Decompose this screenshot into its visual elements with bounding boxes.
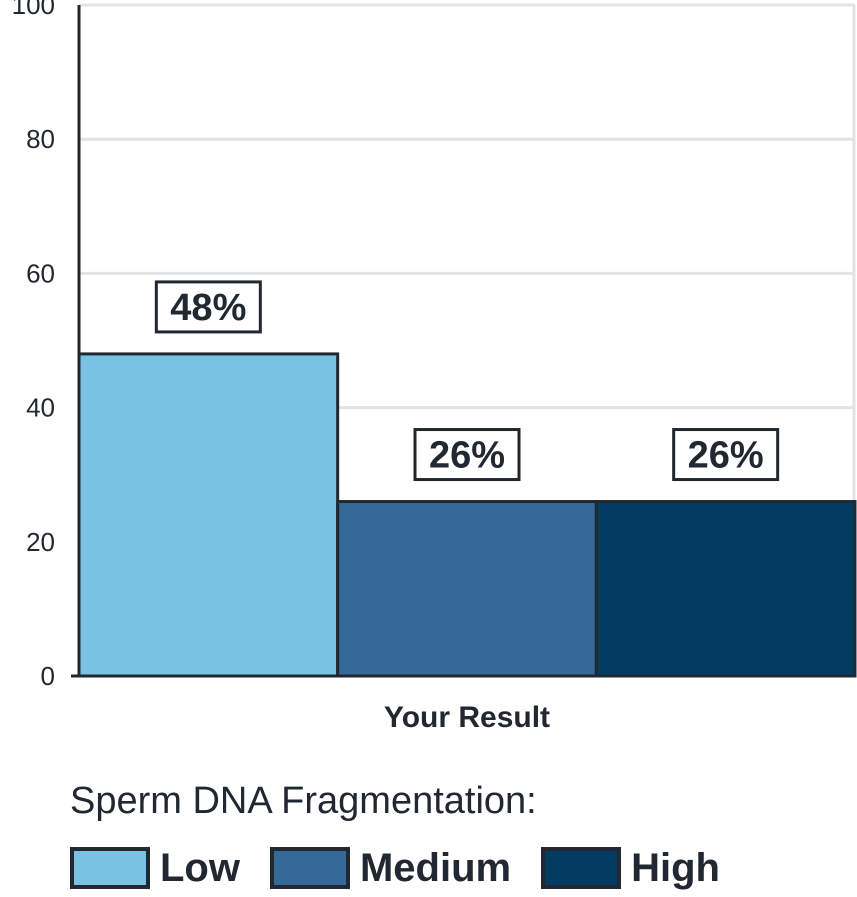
legend-label-high: High [631, 845, 720, 890]
y-tick-label-60: 60 [26, 258, 55, 288]
data-label-medium: 26% [429, 435, 505, 477]
legend-label-low: Low [160, 845, 240, 890]
y-tick-label-40: 40 [26, 393, 55, 423]
legend-item-low: Low [70, 846, 240, 891]
bar-low [77, 352, 340, 678]
y-axis-ticks: 0 20 40 60 80 100 [12, 0, 55, 691]
legend-label-medium: Medium [359, 845, 512, 890]
bar-high [594, 500, 857, 678]
y-tick-label-100: 100 [12, 0, 55, 20]
legend-item-medium: Medium [269, 845, 512, 891]
data-label-box-high [672, 428, 780, 482]
legend-swatch-medium [269, 847, 350, 889]
y-tick-label-80: 80 [26, 124, 55, 154]
data-label-box-low [154, 280, 262, 334]
y-tick-label-20: 20 [26, 527, 55, 557]
legend-title: Sperm DNA Fragmentation: [70, 780, 537, 822]
data-label-low: 48% [170, 287, 246, 329]
legend-swatch-low [70, 847, 150, 889]
legend: Low Medium High [70, 844, 750, 892]
bar-chart: 0 20 40 60 80 100 48% 26% 26% Your Result [12, 0, 857, 734]
y-tick-label-0: 0 [41, 661, 55, 691]
x-axis-label: Your Result [384, 701, 550, 734]
bar-medium [336, 500, 598, 678]
data-label-high: 26% [688, 435, 764, 477]
legend-item-high: High [541, 846, 720, 891]
legend-swatch-high [541, 847, 622, 889]
data-labels: 48% 26% 26% [154, 280, 780, 482]
bars [77, 352, 857, 678]
data-label-box-medium [413, 428, 521, 482]
